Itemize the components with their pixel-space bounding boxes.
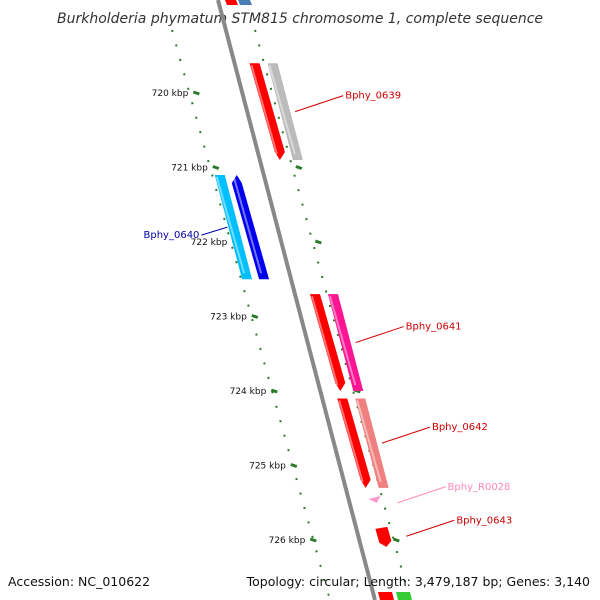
kbp-tick-label: 720 kbp — [152, 89, 189, 99]
gene-label[interactable]: Bphy_0640 — [144, 230, 200, 241]
kbp-tick-label: 722 kbp — [191, 238, 228, 248]
gene-features — [214, 63, 392, 547]
gene-feature[interactable] — [214, 174, 270, 280]
kbp-ticks: 720 kbp 721 kbp 722 kbp 723 kbp 724 kbp 725 k… — [152, 89, 400, 546]
bottom-edge-features — [378, 592, 412, 600]
gene-label-group[interactable]: Bphy_0640 — [144, 226, 228, 241]
map-title: Burkholderia phymatum STM815 chromosome … — [57, 11, 543, 27]
gene-label[interactable]: Bphy_0639 — [345, 91, 401, 102]
gene-label[interactable]: Bphy_R0028 — [448, 482, 511, 493]
gene-label-group[interactable]: Bphy_R0028 — [397, 482, 511, 504]
gene-feature[interactable] — [249, 63, 303, 161]
kbp-tick: 726 kbp — [269, 536, 400, 546]
top-edge-features — [225, 0, 252, 5]
gene-label[interactable]: Bphy_0642 — [432, 422, 488, 433]
outer-ruler-track — [171, 29, 331, 600]
accession-text: Accession: NC_010622 — [8, 574, 150, 589]
gene-feature[interactable] — [337, 398, 389, 488]
kbp-tick-label: 724 kbp — [230, 387, 267, 397]
gene-labels: Bphy_0639 Bphy_0640 Bphy_0641 Bphy_0642 Bphy… — [144, 91, 512, 537]
gene-label-group[interactable]: Bphy_0639 — [295, 91, 401, 113]
gene-label-group[interactable]: Bphy_0641 — [355, 322, 462, 344]
gene-label[interactable]: Bphy_0641 — [406, 322, 462, 333]
kbp-tick-label: 721 kbp — [171, 164, 208, 174]
genome-summary-text: Topology: circular; Length: 3,479,187 bp… — [246, 574, 590, 589]
kbp-tick-label: 726 kbp — [269, 536, 306, 546]
gene-feature[interactable] — [375, 526, 392, 547]
kbp-tick-label: 723 kbp — [210, 313, 247, 323]
chromosome-backbone — [216, 0, 377, 600]
inner-ruler-track — [254, 29, 411, 600]
gene-feature[interactable] — [309, 294, 364, 391]
kbp-tick: 721 kbp — [171, 164, 303, 174]
gene-label[interactable]: Bphy_0643 — [456, 515, 512, 526]
kbp-tick-label: 725 kbp — [249, 462, 286, 472]
gene-feature[interactable] — [368, 496, 381, 504]
gene-label-group[interactable]: Bphy_0643 — [406, 515, 512, 537]
gene-label-group[interactable]: Bphy_0642 — [381, 422, 488, 444]
